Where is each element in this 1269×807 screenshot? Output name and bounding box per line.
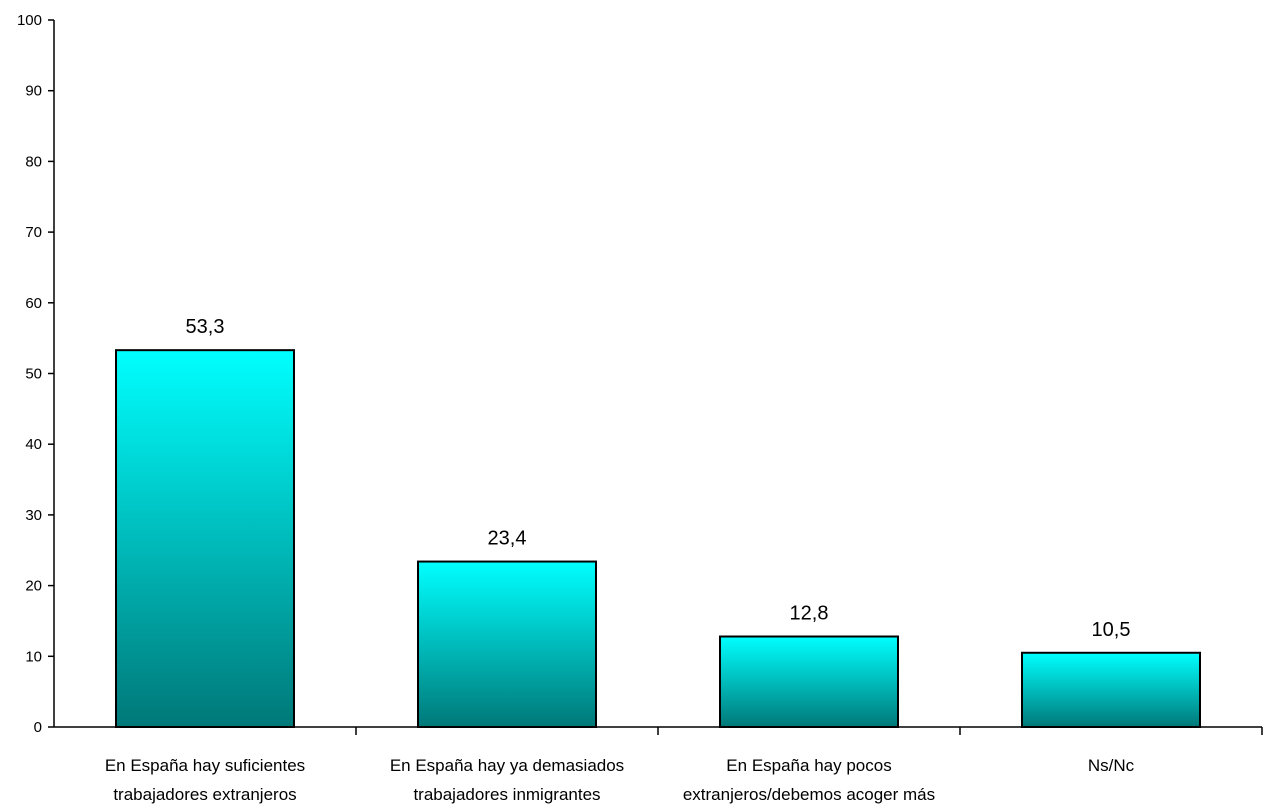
y-tick-label: 30 — [25, 507, 42, 524]
data-label: 23,4 — [488, 528, 527, 550]
y-tick-label: 40 — [25, 436, 42, 453]
x-tick-label: Ns/Nc — [1088, 756, 1135, 775]
y-axis: 0 10 20 30 40 50 60 70 80 90 100 — [17, 12, 55, 736]
y-tick-label: 100 — [17, 12, 42, 29]
y-tick-label: 10 — [25, 648, 42, 665]
x-tick-label: En España hay ya demasiados — [390, 756, 624, 775]
x-tick-label: trabajadores inmigrantes — [413, 785, 600, 804]
data-label: 10,5 — [1092, 619, 1131, 641]
x-tick-label: trabajadores extranjeros — [113, 785, 296, 804]
y-tick-label: 20 — [25, 578, 42, 595]
y-tick-label: 90 — [25, 83, 42, 100]
y-tick-label: 70 — [25, 224, 42, 241]
x-axis — [54, 726, 1263, 735]
y-tick-label: 50 — [25, 366, 42, 383]
bar — [417, 560, 597, 729]
x-tick-label: En España hay suficientes — [105, 756, 305, 775]
y-tick-label: 60 — [25, 295, 42, 312]
bars — [115, 349, 1201, 729]
bar — [115, 349, 295, 728]
data-labels: 53,3 23,4 12,8 10,5 — [186, 316, 1131, 641]
bar — [1021, 651, 1201, 729]
category-labels: En España hay suficientes trabajadores ex… — [105, 756, 1135, 804]
x-tick-label: En España hay pocos — [726, 756, 891, 775]
bar — [719, 635, 899, 729]
x-tick-label: extranjeros/debemos acoger más — [683, 785, 935, 804]
y-tick-label: 80 — [25, 153, 42, 170]
y-tick-label: 0 — [34, 719, 42, 736]
data-label: 12,8 — [790, 603, 829, 625]
data-label: 53,3 — [186, 316, 225, 338]
